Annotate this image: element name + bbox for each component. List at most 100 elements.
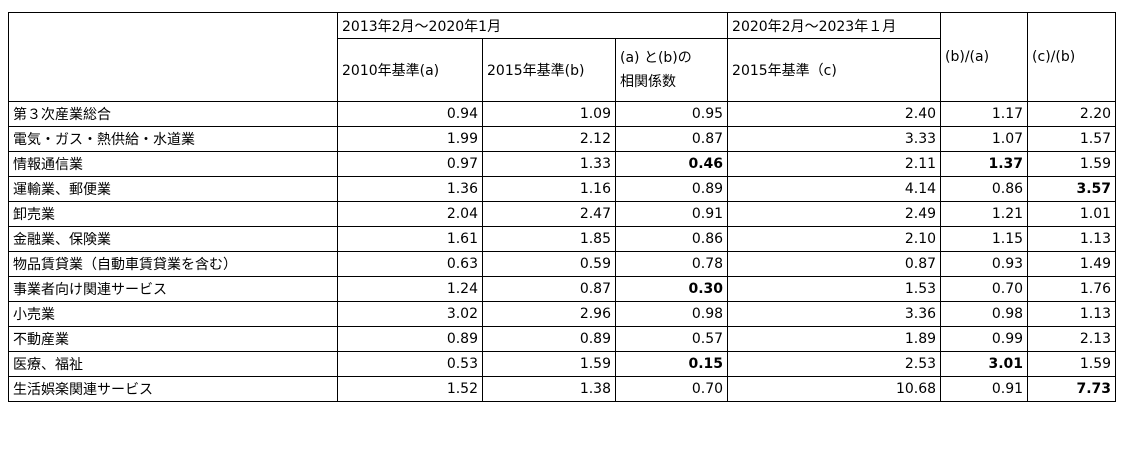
- table-row: 不動産業 0.89 0.89 0.57 1.89 0.99 2.13: [8, 326, 1117, 352]
- value-cb: 7.73: [1027, 376, 1117, 402]
- value-a: 1.36: [337, 176, 483, 202]
- value-cb: 1.76: [1027, 276, 1117, 302]
- value-corr: 0.98: [614, 301, 729, 327]
- row-header-corner: [8, 12, 338, 102]
- industry-name: 生活娯楽関連サービス: [8, 376, 338, 402]
- value-b: 1.59: [482, 351, 616, 377]
- value-corr: 0.89: [614, 176, 729, 202]
- value-b: 1.85: [482, 226, 616, 252]
- value-a: 0.89: [337, 326, 483, 352]
- data-table: 2013年2月～2020年1月 2020年2月～2023年１月 (b)/(a) …: [8, 12, 1117, 402]
- table-row: 卸売業 2.04 2.47 0.91 2.49 1.21 1.01: [8, 201, 1117, 227]
- table-row: 物品賃貸業（自動車賃貸業を含む） 0.63 0.59 0.78 0.87 0.9…: [8, 251, 1117, 277]
- industry-name: 事業者向け関連サービス: [8, 276, 338, 302]
- value-b: 1.38: [482, 376, 616, 402]
- value-cb: 1.13: [1027, 226, 1117, 252]
- value-c: 1.89: [727, 326, 942, 352]
- value-ba: 1.17: [940, 101, 1029, 127]
- value-b: 2.47: [482, 201, 616, 227]
- value-c: 2.49: [727, 201, 942, 227]
- industry-name: 電気・ガス・熱供給・水道業: [8, 126, 338, 152]
- industry-name: 運輸業、郵便業: [8, 176, 338, 202]
- value-a: 1.24: [337, 276, 483, 302]
- value-c: 2.53: [727, 351, 942, 377]
- value-ba: 0.93: [940, 251, 1029, 277]
- ratio-ba-header: (b)/(a): [940, 12, 1029, 102]
- value-a: 0.63: [337, 251, 483, 277]
- value-c: 3.33: [727, 126, 942, 152]
- value-cb: 1.13: [1027, 301, 1117, 327]
- table-row: 生活娯楽関連サービス 1.52 1.38 0.70 10.68 0.91 7.7…: [8, 376, 1117, 402]
- table-row: 事業者向け関連サービス 1.24 0.87 0.30 1.53 0.70 1.7…: [8, 276, 1117, 302]
- table-row: 小売業 3.02 2.96 0.98 3.36 0.98 1.13: [8, 301, 1117, 327]
- value-b: 2.96: [482, 301, 616, 327]
- value-b: 1.33: [482, 151, 616, 177]
- value-b: 0.59: [482, 251, 616, 277]
- base2015-header: 2015年基準(b): [482, 38, 616, 102]
- table-row: 医療、福祉 0.53 1.59 0.15 2.53 3.01 1.59: [8, 351, 1117, 377]
- base2010-header: 2010年基準(a): [337, 38, 483, 102]
- value-cb: 2.20: [1027, 101, 1117, 127]
- value-b: 2.12: [482, 126, 616, 152]
- value-c: 2.10: [727, 226, 942, 252]
- table-row: 第３次産業総合 0.94 1.09 0.95 2.40 1.17 2.20: [8, 101, 1117, 127]
- value-ba: 1.21: [940, 201, 1029, 227]
- table-row: 情報通信業 0.97 1.33 0.46 2.11 1.37 1.59: [8, 151, 1117, 177]
- value-corr: 0.78: [614, 251, 729, 277]
- base2015c-header: 2015年基準（c): [727, 38, 942, 102]
- table-row: 金融業、保険業 1.61 1.85 0.86 2.10 1.15 1.13: [8, 226, 1117, 252]
- industry-name: 物品賃貸業（自動車賃貸業を含む）: [8, 251, 338, 277]
- value-ba: 1.07: [940, 126, 1029, 152]
- industry-name: 情報通信業: [8, 151, 338, 177]
- value-c: 2.40: [727, 101, 942, 127]
- value-c: 10.68: [727, 376, 942, 402]
- value-a: 0.94: [337, 101, 483, 127]
- value-ba: 0.70: [940, 276, 1029, 302]
- value-ba: 1.37: [940, 151, 1029, 177]
- industry-name: 小売業: [8, 301, 338, 327]
- industry-name: 金融業、保険業: [8, 226, 338, 252]
- value-corr: 0.46: [614, 151, 729, 177]
- value-cb: 1.57: [1027, 126, 1117, 152]
- value-cb: 3.57: [1027, 176, 1117, 202]
- value-a: 2.04: [337, 201, 483, 227]
- value-ba: 0.99: [940, 326, 1029, 352]
- value-ba: 1.15: [940, 226, 1029, 252]
- value-cb: 2.13: [1027, 326, 1117, 352]
- period-header-2: 2020年2月～2023年１月: [727, 12, 942, 39]
- value-c: 1.53: [727, 276, 942, 302]
- value-corr: 0.86: [614, 226, 729, 252]
- correlation-header-line1: (a) と(b)の: [620, 50, 692, 66]
- value-corr: 0.91: [614, 201, 729, 227]
- value-corr: 0.30: [614, 276, 729, 302]
- value-cb: 1.59: [1027, 151, 1117, 177]
- value-a: 0.97: [337, 151, 483, 177]
- table-row: 運輸業、郵便業 1.36 1.16 0.89 4.14 0.86 3.57: [8, 176, 1117, 202]
- table-row: 電気・ガス・熱供給・水道業 1.99 2.12 0.87 3.33 1.07 1…: [8, 126, 1117, 152]
- industry-name: 医療、福祉: [8, 351, 338, 377]
- value-ba: 0.91: [940, 376, 1029, 402]
- value-a: 1.52: [337, 376, 483, 402]
- value-corr: 0.57: [614, 326, 729, 352]
- industry-name: 不動産業: [8, 326, 338, 352]
- value-ba: 3.01: [940, 351, 1029, 377]
- value-cb: 1.01: [1027, 201, 1117, 227]
- value-c: 3.36: [727, 301, 942, 327]
- value-b: 1.16: [482, 176, 616, 202]
- value-a: 1.61: [337, 226, 483, 252]
- value-b: 1.09: [482, 101, 616, 127]
- value-corr: 0.15: [614, 351, 729, 377]
- value-corr: 0.87: [614, 126, 729, 152]
- value-cb: 1.59: [1027, 351, 1117, 377]
- industry-name: 第３次産業総合: [8, 101, 338, 127]
- value-a: 1.99: [337, 126, 483, 152]
- value-ba: 0.86: [940, 176, 1029, 202]
- value-corr: 0.70: [614, 376, 729, 402]
- value-c: 2.11: [727, 151, 942, 177]
- industry-name: 卸売業: [8, 201, 338, 227]
- correlation-header-line2: 相関係数: [620, 74, 676, 90]
- period-header-1: 2013年2月～2020年1月: [336, 12, 729, 39]
- ratio-cb-header: (c)/(b): [1027, 12, 1117, 102]
- value-cb: 1.49: [1027, 251, 1117, 277]
- value-a: 3.02: [337, 301, 483, 327]
